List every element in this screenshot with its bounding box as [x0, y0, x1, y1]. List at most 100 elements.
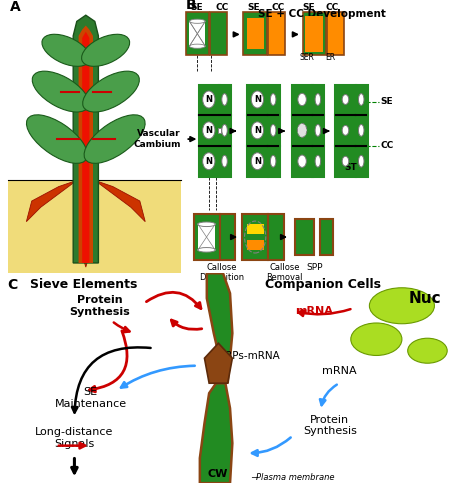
Text: A: A: [10, 0, 21, 14]
Text: ST: ST: [344, 163, 356, 172]
Text: N: N: [254, 157, 261, 166]
Text: SER: SER: [300, 53, 315, 62]
FancyBboxPatch shape: [219, 116, 230, 145]
Text: N: N: [205, 126, 212, 135]
Text: CC: CC: [381, 142, 394, 150]
Ellipse shape: [202, 91, 215, 108]
Text: SPP: SPP: [307, 263, 323, 271]
Text: SE
Maintenance: SE Maintenance: [55, 387, 127, 409]
FancyBboxPatch shape: [356, 146, 367, 176]
FancyBboxPatch shape: [199, 84, 219, 114]
Ellipse shape: [27, 115, 88, 163]
FancyBboxPatch shape: [219, 146, 230, 176]
Ellipse shape: [202, 153, 215, 170]
Text: mRNA: mRNA: [322, 366, 356, 376]
Polygon shape: [82, 32, 90, 263]
Bar: [189, 21, 205, 46]
Bar: [246, 19, 264, 49]
Ellipse shape: [315, 124, 320, 136]
Ellipse shape: [315, 155, 320, 167]
Bar: [9, 181, 181, 273]
FancyBboxPatch shape: [219, 84, 230, 114]
FancyBboxPatch shape: [336, 116, 356, 145]
Bar: [246, 224, 264, 235]
Ellipse shape: [251, 122, 264, 139]
Text: SE: SE: [191, 3, 203, 12]
Ellipse shape: [251, 153, 264, 170]
FancyBboxPatch shape: [210, 12, 227, 55]
Ellipse shape: [222, 124, 228, 136]
Text: N: N: [254, 126, 261, 135]
Ellipse shape: [298, 93, 306, 106]
Ellipse shape: [42, 34, 90, 66]
FancyBboxPatch shape: [336, 146, 356, 176]
FancyBboxPatch shape: [312, 84, 323, 114]
Ellipse shape: [190, 44, 205, 48]
Text: ─Plasma membrane: ─Plasma membrane: [251, 473, 335, 482]
FancyBboxPatch shape: [319, 219, 333, 255]
Ellipse shape: [315, 94, 320, 105]
Text: SE: SE: [302, 3, 315, 12]
Ellipse shape: [271, 124, 276, 136]
Text: Callose
Deposition: Callose Deposition: [199, 263, 244, 282]
FancyBboxPatch shape: [220, 214, 235, 261]
Text: N: N: [205, 157, 212, 166]
Polygon shape: [204, 343, 232, 383]
Ellipse shape: [358, 155, 364, 167]
Text: CC: CC: [326, 3, 339, 12]
Polygon shape: [81, 181, 91, 267]
Polygon shape: [79, 25, 93, 263]
Ellipse shape: [190, 19, 205, 23]
Text: N: N: [205, 95, 212, 104]
Ellipse shape: [84, 115, 145, 163]
Ellipse shape: [342, 156, 349, 166]
FancyBboxPatch shape: [295, 219, 314, 255]
Ellipse shape: [271, 155, 276, 167]
Ellipse shape: [222, 155, 228, 167]
FancyBboxPatch shape: [292, 84, 312, 114]
FancyBboxPatch shape: [302, 12, 326, 55]
Polygon shape: [73, 15, 99, 263]
FancyBboxPatch shape: [312, 116, 323, 145]
FancyBboxPatch shape: [327, 12, 344, 55]
FancyBboxPatch shape: [356, 84, 367, 114]
Bar: [198, 224, 215, 250]
Text: N: N: [254, 95, 261, 104]
Text: CC: CC: [215, 3, 228, 12]
Ellipse shape: [198, 222, 216, 226]
Polygon shape: [207, 273, 232, 383]
FancyBboxPatch shape: [356, 116, 367, 145]
FancyBboxPatch shape: [268, 84, 279, 114]
Text: Vascular
Cambium: Vascular Cambium: [133, 129, 181, 149]
Ellipse shape: [82, 71, 139, 112]
Ellipse shape: [198, 247, 216, 252]
FancyBboxPatch shape: [242, 214, 268, 261]
Ellipse shape: [251, 91, 264, 108]
Text: CC: CC: [272, 3, 285, 12]
FancyBboxPatch shape: [336, 84, 356, 114]
Bar: [246, 240, 264, 250]
Polygon shape: [305, 16, 323, 52]
Text: Long-distance
Signals: Long-distance Signals: [35, 427, 114, 449]
FancyBboxPatch shape: [186, 12, 209, 55]
FancyBboxPatch shape: [268, 116, 279, 145]
Text: Protein
Synthesis: Protein Synthesis: [70, 295, 130, 317]
FancyBboxPatch shape: [247, 84, 267, 114]
Text: mRNA: mRNA: [295, 306, 333, 316]
Ellipse shape: [342, 125, 349, 135]
Polygon shape: [200, 383, 232, 483]
Text: Callose
Removal: Callose Removal: [266, 263, 303, 282]
Text: SE: SE: [247, 3, 259, 12]
Ellipse shape: [222, 94, 228, 105]
FancyBboxPatch shape: [244, 12, 267, 55]
FancyBboxPatch shape: [268, 214, 284, 261]
Text: C: C: [7, 278, 18, 292]
Text: Companion Cells: Companion Cells: [265, 278, 381, 291]
FancyBboxPatch shape: [292, 116, 312, 145]
Text: CW: CW: [207, 469, 228, 479]
Ellipse shape: [202, 122, 215, 139]
Text: SE + CC Development: SE + CC Development: [257, 9, 385, 19]
FancyBboxPatch shape: [247, 116, 267, 145]
Text: ER: ER: [326, 53, 336, 62]
FancyBboxPatch shape: [268, 146, 279, 176]
